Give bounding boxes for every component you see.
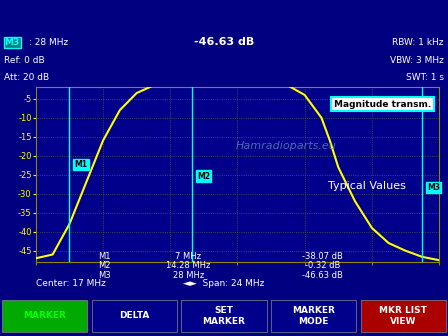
Text: -46.63 dB: -46.63 dB bbox=[302, 271, 343, 280]
Text: -46.63 dB: -46.63 dB bbox=[194, 37, 254, 47]
Text: M1: M1 bbox=[99, 252, 111, 261]
Text: DELTA: DELTA bbox=[119, 311, 150, 320]
Text: ◄►  Span: 24 MHz: ◄► Span: 24 MHz bbox=[183, 279, 265, 288]
Text: MARKER
MODE: MARKER MODE bbox=[292, 306, 335, 326]
Text: M3: M3 bbox=[4, 38, 20, 47]
Text: 28 MHz: 28 MHz bbox=[172, 271, 204, 280]
Text: MKR LIST
VIEW: MKR LIST VIEW bbox=[379, 306, 427, 326]
Text: SET
MARKER: SET MARKER bbox=[202, 306, 246, 326]
FancyBboxPatch shape bbox=[271, 300, 356, 332]
Text: SWT: 1 s: SWT: 1 s bbox=[405, 73, 444, 82]
Text: 14.28 MHz: 14.28 MHz bbox=[166, 261, 211, 270]
Text: Center: 17 MHz: Center: 17 MHz bbox=[36, 279, 106, 288]
FancyBboxPatch shape bbox=[2, 300, 87, 332]
Text: RBW: 1 kHz: RBW: 1 kHz bbox=[392, 38, 444, 47]
Text: Ref: 0 dB: Ref: 0 dB bbox=[4, 56, 45, 65]
FancyBboxPatch shape bbox=[181, 300, 267, 332]
Text: VBW: 3 MHz: VBW: 3 MHz bbox=[390, 56, 444, 65]
Text: M3: M3 bbox=[99, 271, 111, 280]
Text: Typical Values: Typical Values bbox=[327, 181, 405, 191]
Text: 7 MHz: 7 MHz bbox=[175, 252, 201, 261]
Text: MARKER: MARKER bbox=[23, 311, 66, 320]
Text: M2: M2 bbox=[99, 261, 111, 270]
FancyBboxPatch shape bbox=[361, 300, 446, 332]
Text: : 28 MHz: : 28 MHz bbox=[29, 38, 69, 47]
Text: -38.07 dB: -38.07 dB bbox=[302, 252, 343, 261]
Text: M1: M1 bbox=[74, 160, 87, 169]
Text: Att: 20 dB: Att: 20 dB bbox=[4, 73, 50, 82]
Text: M2: M2 bbox=[197, 171, 210, 180]
Text: Magnitude transm.: Magnitude transm. bbox=[334, 99, 431, 109]
Text: M3: M3 bbox=[427, 183, 440, 192]
Text: -0.32 dB: -0.32 dB bbox=[305, 261, 340, 270]
FancyBboxPatch shape bbox=[92, 300, 177, 332]
Text: Hamradioparts.eu: Hamradioparts.eu bbox=[236, 140, 336, 151]
